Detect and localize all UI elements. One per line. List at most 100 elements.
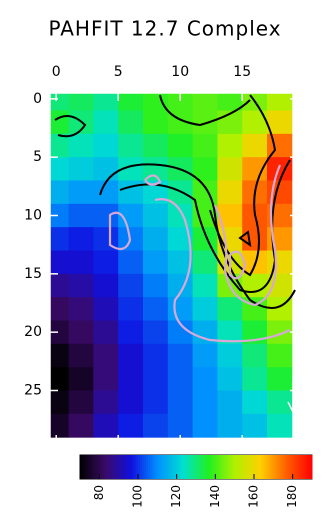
contour [54,115,87,138]
heatmap-cell [242,390,268,415]
heatmap-cell [93,273,119,298]
heatmap-cell [118,250,144,275]
colorbar-swatch [150,455,153,479]
colorbar-swatch [138,455,141,479]
heatmap-cell [118,133,144,158]
heatmap-cell [118,320,144,345]
heatmap-cell [167,343,194,368]
colorbar-swatch [90,455,93,479]
contour [119,159,291,293]
heatmap-cell [143,133,169,158]
colorbar-swatch [304,455,307,479]
heatmap-cell [242,110,268,135]
heatmap-cell [267,93,293,111]
heatmap-cell [192,390,218,415]
colorbar-swatch [172,455,175,479]
colorbar-swatch [188,455,191,479]
colorbar-swatch [112,455,115,479]
heatmap-cell [50,110,70,135]
heatmap-cell [118,297,144,321]
heatmap-cell [167,133,194,158]
heatmap-cell [167,367,194,391]
heatmap-cell [143,203,169,228]
colorbar-swatch [130,455,133,479]
heatmap-cell [217,93,243,111]
heatmap-cell [68,133,94,158]
heatmap-cell [267,367,293,391]
heatmap-cell [217,203,243,228]
colorbar-swatch [234,455,237,479]
heatmap-cell [192,250,218,275]
heatmap-cell [192,343,218,368]
heatmap-cell [50,390,70,415]
colorbar-swatch [194,455,197,479]
contours [54,94,296,343]
heatmap-cell [118,343,144,368]
colorbar-swatch [94,455,97,479]
colorbar-swatch [214,455,217,479]
colorbar-swatch [258,455,261,479]
colorbar-swatch [310,455,313,479]
colorbar-swatch [80,455,83,479]
colorbar-swatch [290,455,293,479]
heatmap-cell [93,390,119,415]
colorbar-swatch [266,455,269,479]
colorbar-swatch [236,455,239,479]
heatmap [50,93,293,438]
heatmap-cell [217,157,243,181]
heatmap-cell [267,390,293,415]
chart-title: PAHFIT 12.7 Complex [48,17,281,41]
colorbar-tick-label: 120 [169,485,183,508]
heatmap-cell [93,250,119,275]
heatmap-cell [242,413,268,438]
contour [238,230,252,248]
heatmap-cell [68,343,94,368]
colorbar-swatch [96,455,99,479]
colorbar-swatch [116,455,119,479]
heatmap-cell [167,250,194,275]
x-tick-label: 10 [171,64,189,80]
heatmap-cell [192,203,218,228]
heatmap-cell [217,343,243,368]
heatmap-cell [192,297,218,321]
heatmap-cell [217,367,243,391]
heatmap-cell [68,390,94,415]
colorbar-swatch [128,455,131,479]
colorbar-swatch [228,455,231,479]
heatmap-cell [143,297,169,321]
heatmap-cell [50,413,70,438]
colorbar-swatch [122,455,125,479]
heatmap-cell [93,297,119,321]
heatmap-cell [50,250,70,275]
heatmap-cell [143,110,169,135]
colorbar-swatch [292,455,295,479]
heatmap-cell [93,413,119,438]
colorbar-tick-label: 140 [208,485,222,508]
colorbar-swatch [114,455,117,479]
colorbar-swatch [106,455,109,479]
colorbar-swatch [268,455,271,479]
contour [159,94,251,127]
colorbar-tick-label: 160 [247,485,261,508]
contour [144,174,162,186]
heatmap-cell [242,227,268,251]
colorbar-swatch [182,455,185,479]
colorbar-swatch [92,455,95,479]
y-tick-label: 10 [24,208,42,224]
heatmap-cell [267,320,293,345]
heatmap-cell [192,367,218,391]
heatmap-cell [192,180,218,205]
colorbar-swatch [224,455,227,479]
colorbar-swatch [170,455,173,479]
colorbar-swatch [208,455,211,479]
colorbar-swatch [104,455,107,479]
plot-frame [49,92,299,444]
heatmap-cell [143,367,169,391]
colorbar-swatch [88,455,91,479]
heatmap-cell [143,227,169,251]
heatmap-cell [167,203,194,228]
colorbar-swatch [82,455,85,479]
heatmap-cell [50,133,70,158]
colorbar-swatch [280,455,283,479]
colorbar-swatch [136,455,139,479]
